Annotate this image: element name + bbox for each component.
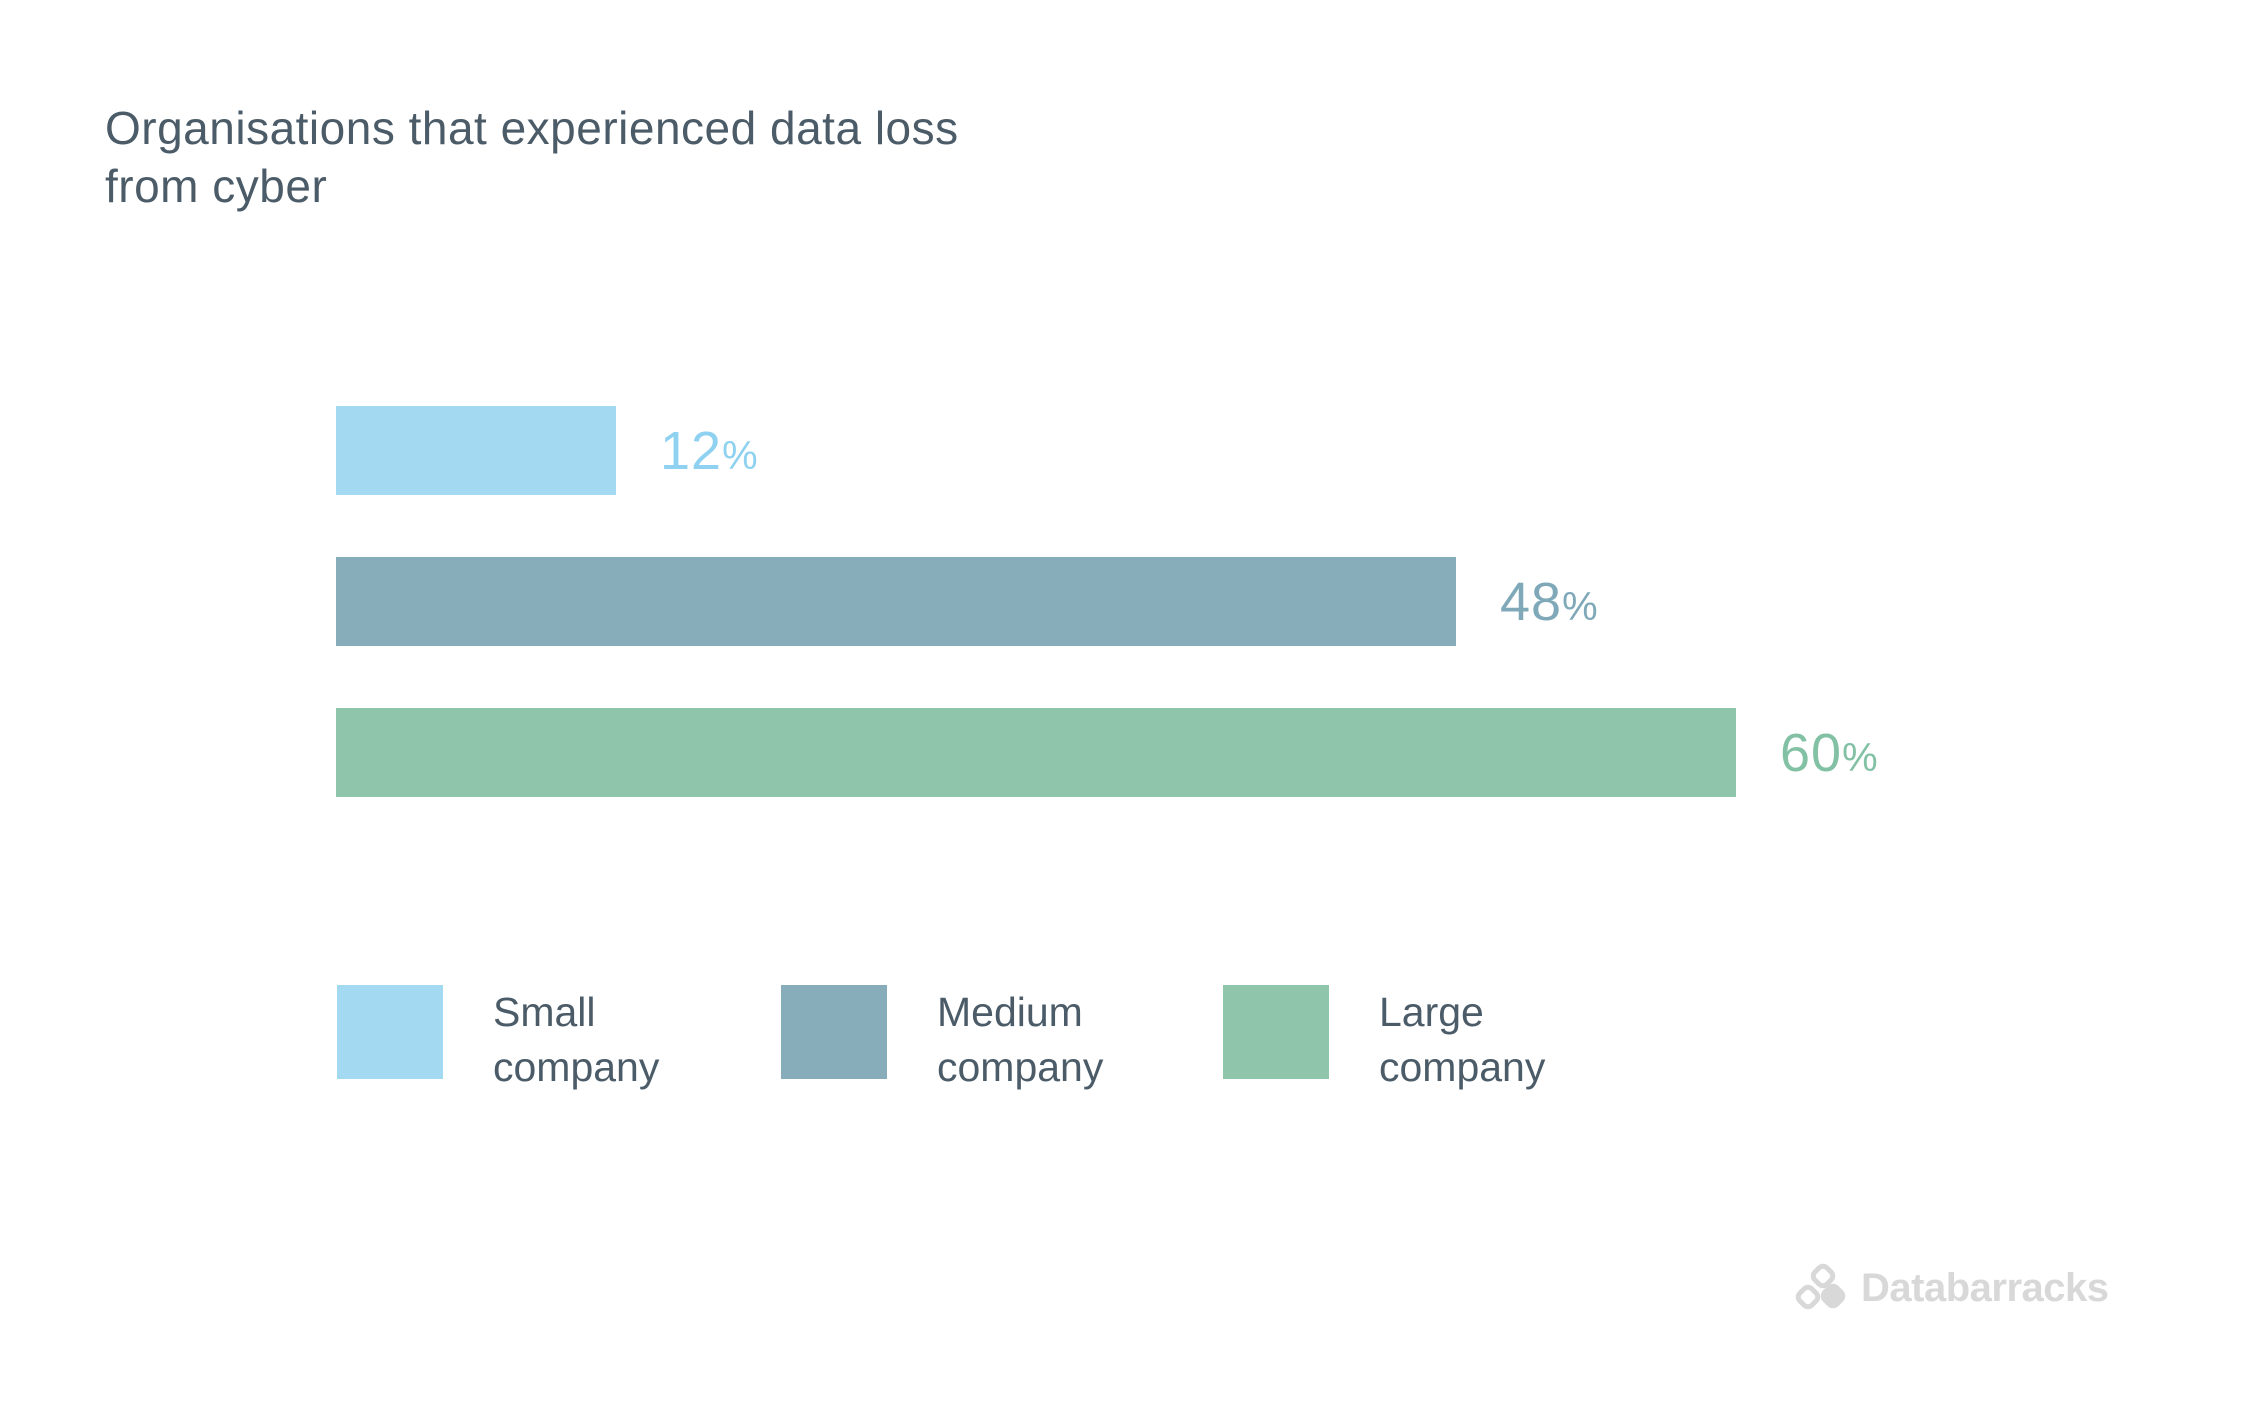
percent-sign: % [1562, 584, 1599, 629]
bar-value-number: 60 [1780, 722, 1843, 783]
bar-row-small-company: 12% [336, 406, 1879, 495]
chart-title-line1: Organisations that experienced data loss [105, 102, 959, 154]
chart-title: Organisations that experienced data loss… [105, 99, 959, 215]
percent-sign: % [1842, 735, 1879, 780]
bar-large-company [336, 708, 1736, 797]
bar-small-company [336, 406, 616, 495]
bar-value-number: 48 [1500, 571, 1563, 632]
legend-item-large-company: Large company [1223, 985, 1594, 1095]
legend-swatch-large-company [1223, 985, 1329, 1079]
bar-value-number: 12 [660, 420, 723, 481]
databarracks-wordmark: Databarracks [1861, 1265, 2109, 1310]
percent-sign: % [722, 433, 759, 478]
legend-swatch-medium-company [781, 985, 887, 1079]
databarracks-cubes-icon [1795, 1263, 1846, 1310]
bar-row-large-company: 60% [336, 708, 1879, 797]
legend-label: Medium company [937, 989, 1104, 1090]
legend-label: Small company [493, 989, 660, 1090]
databarracks-logo: Databarracks [1793, 1262, 2109, 1314]
legend-label: Large company [1379, 989, 1546, 1090]
legend-item-medium-company: Medium company [781, 985, 1152, 1095]
bar-value-label-medium-company: 48% [1500, 571, 1599, 633]
bar-value-label-small-company: 12% [660, 420, 759, 482]
bar-value-label-large-company: 60% [1780, 722, 1879, 784]
bar-row-medium-company: 48% [336, 557, 1879, 646]
legend-swatch-small-company [337, 985, 443, 1079]
legend-item-small-company: Small company [337, 985, 708, 1095]
chart-title-line2: from cyber [105, 160, 328, 212]
bar-chart: 12% 48% 60% [336, 406, 1879, 797]
bar-medium-company [336, 557, 1456, 646]
chart-legend: Small company Medium company Large compa… [0, 985, 2244, 1105]
